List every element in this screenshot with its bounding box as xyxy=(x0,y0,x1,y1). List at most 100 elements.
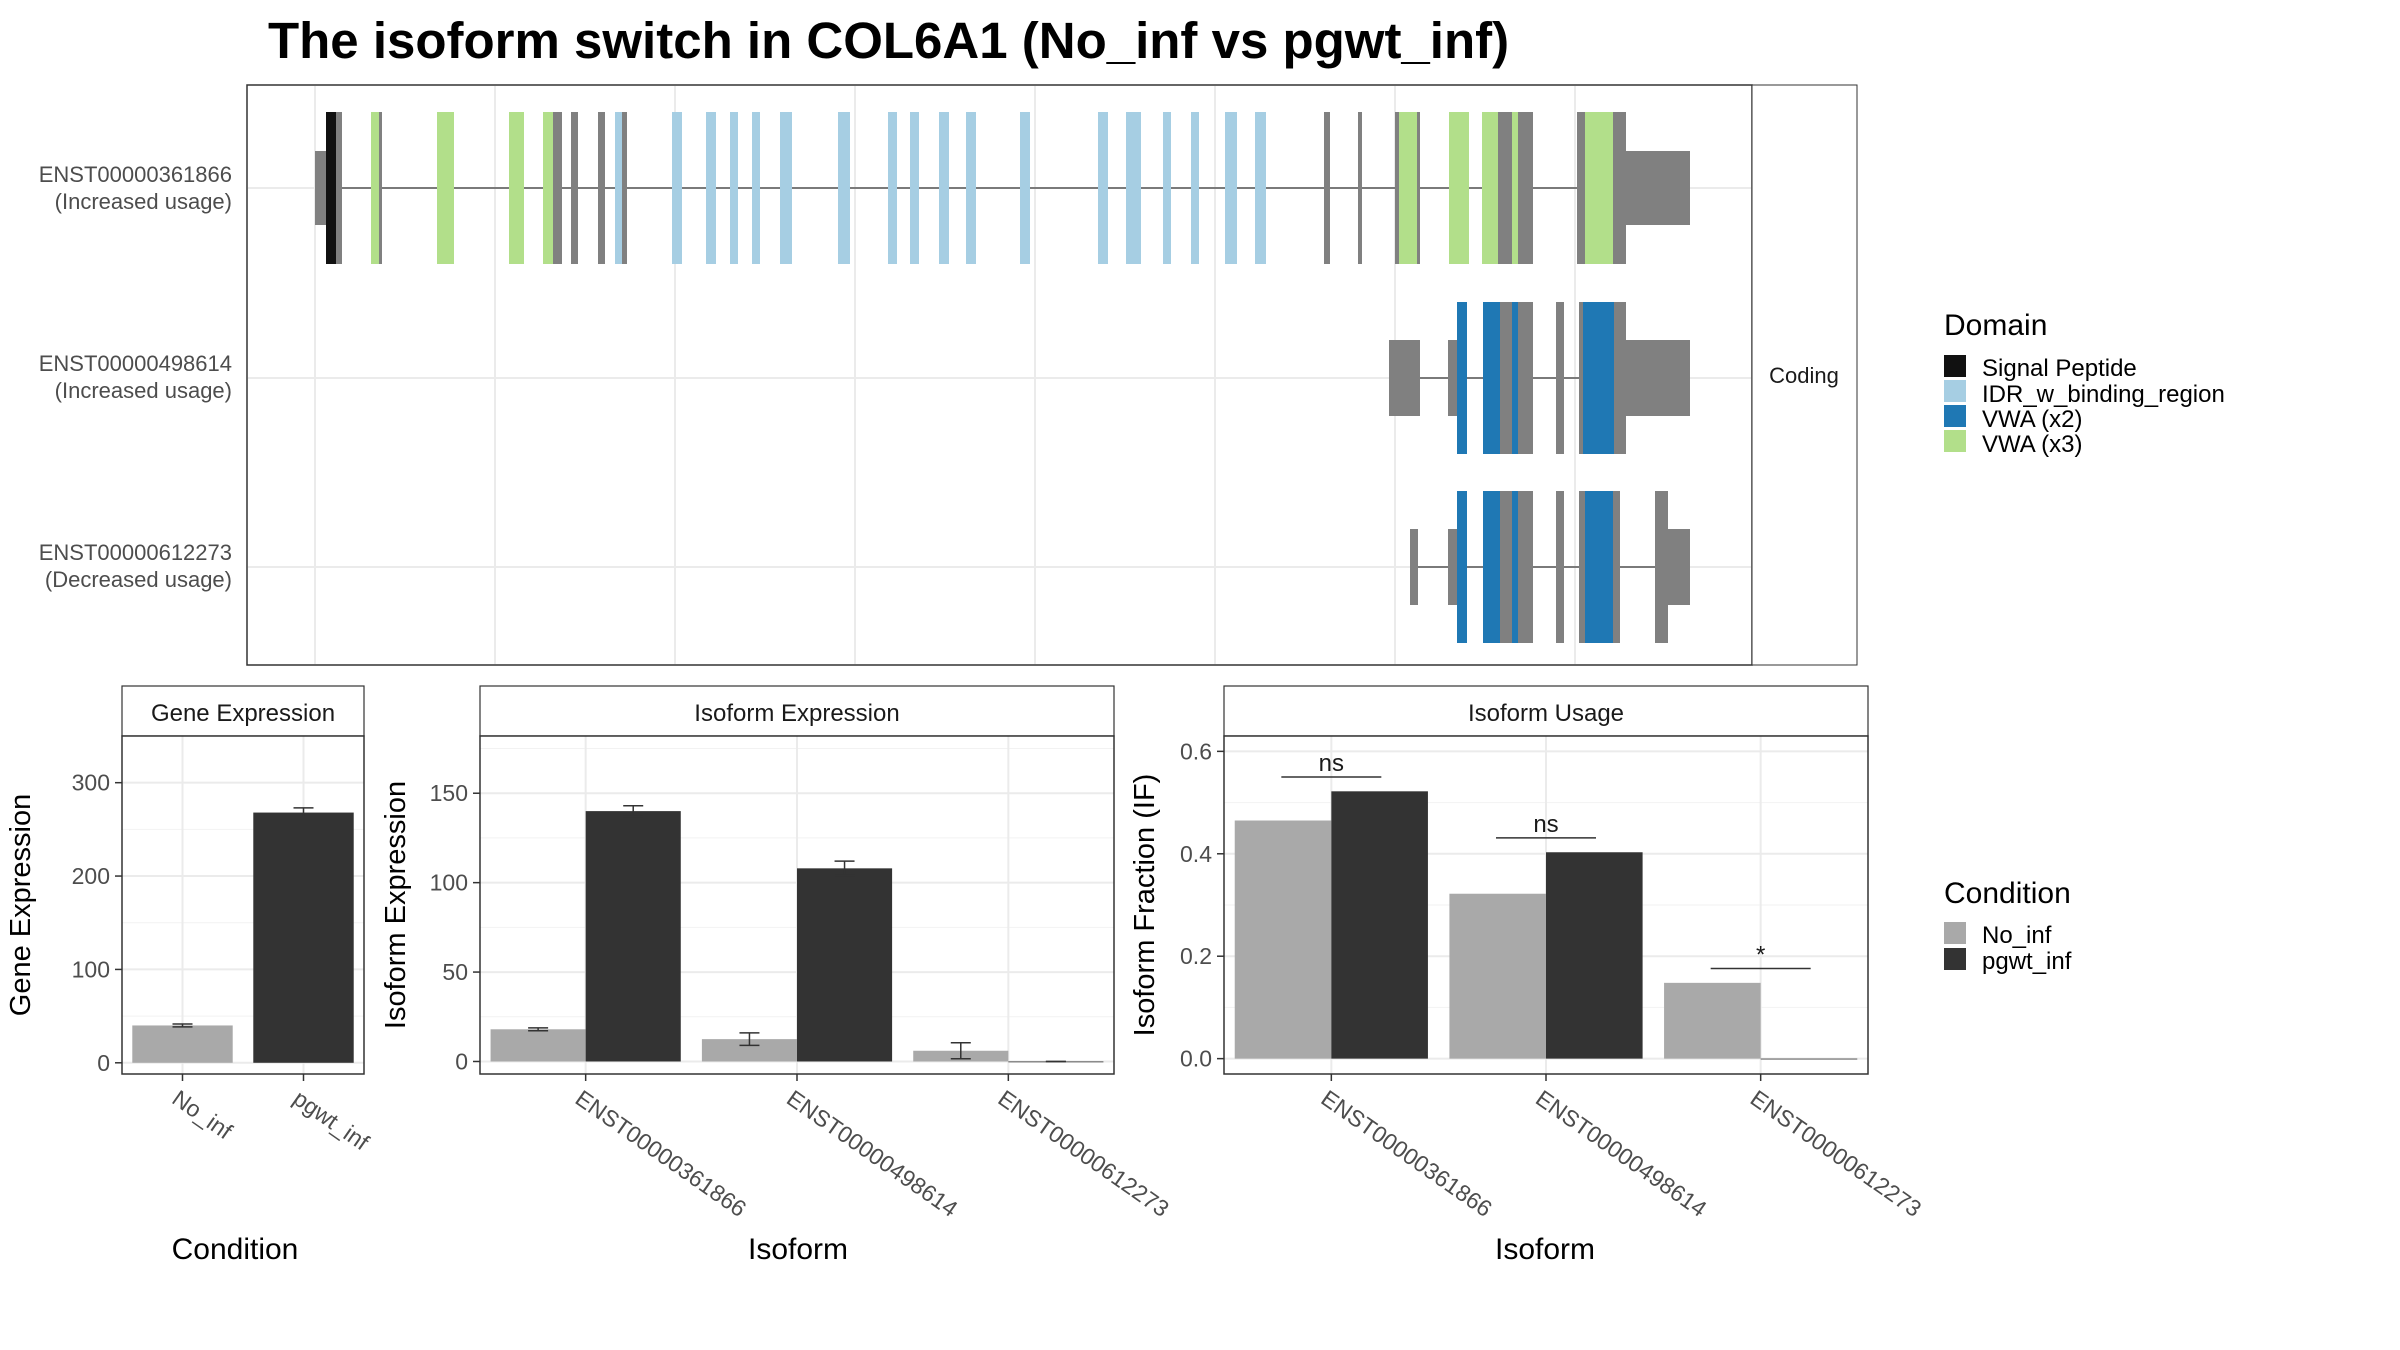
exon-segment xyxy=(1410,529,1418,605)
exon-segment xyxy=(1448,340,1457,416)
y-tick-label: 0 xyxy=(97,1050,110,1076)
exon-segment xyxy=(1417,112,1420,264)
y-tick-label: 150 xyxy=(430,780,468,806)
domain-legend: Domain Signal Peptide IDR_w_binding_regi… xyxy=(1944,309,2225,458)
exon-segment xyxy=(1483,491,1500,643)
exon-segment xyxy=(1583,302,1614,454)
y-tick-label: 0.6 xyxy=(1180,738,1212,764)
exon-segment xyxy=(1389,340,1420,416)
exon-segment xyxy=(598,112,605,264)
transcript-2 xyxy=(1389,302,1690,454)
exon-segment xyxy=(910,112,919,264)
bar-No_inf xyxy=(132,1025,233,1063)
panel-strip xyxy=(1223,685,1869,737)
x-axis-title: Condition xyxy=(172,1233,299,1266)
panel-strip xyxy=(121,685,365,737)
x-tick-label: pgwt_inf xyxy=(289,1085,375,1156)
exon-segment xyxy=(1512,112,1518,264)
isoform-label-2-status: (Increased usage) xyxy=(55,378,232,403)
exon-segment xyxy=(1512,491,1518,643)
exon-segment xyxy=(1255,112,1266,264)
x-tick-label: ENST00000498614 xyxy=(782,1085,963,1222)
bar-pgwt_inf-ENST00000612273 xyxy=(1760,1058,1858,1060)
legend-label-pgwt-inf: pgwt_inf xyxy=(1982,948,2072,975)
exon-segment xyxy=(1613,491,1620,643)
exon-segment xyxy=(615,112,622,264)
isoform-label-1-id: ENST00000361866 xyxy=(39,162,232,187)
exon-segment xyxy=(622,112,627,264)
exon-segment xyxy=(371,112,379,264)
x-tick-label: ENST00000612273 xyxy=(993,1085,1173,1222)
exon-segment xyxy=(1615,340,1690,416)
exon-segment xyxy=(1324,112,1330,264)
bar-No_inf-ENST00000498614 xyxy=(701,1039,797,1062)
legend-label-signal-peptide: Signal Peptide xyxy=(1982,355,2137,382)
bar-chart-panels: Gene Expression 0 100 200 300 No_inf pgwt_inf G… xyxy=(5,685,1926,1266)
bar-pgwt_inf-ENST00000498614 xyxy=(1546,852,1643,1059)
exon-segment xyxy=(543,112,553,264)
legend-key-signal-peptide xyxy=(1944,355,1966,377)
exon-segment xyxy=(553,112,562,264)
bars xyxy=(132,807,354,1063)
panel-isoform-expression: Isoform Expression 0 50 100 150 ENST000003618… xyxy=(380,685,1174,1266)
y-tick-label: 0 xyxy=(455,1048,468,1074)
exon-segment xyxy=(1655,491,1668,643)
error-bar xyxy=(172,1023,193,1028)
legend-label-vwa-x2: VWA (x2) xyxy=(1982,406,2082,433)
legend-label-no-inf: No_inf xyxy=(1982,922,2052,949)
error-bar xyxy=(834,860,855,877)
exon-segment xyxy=(1615,151,1690,225)
exon-segment xyxy=(706,112,716,264)
error-bar xyxy=(528,1027,549,1032)
isoform-label-2-id: ENST00000498614 xyxy=(39,351,232,376)
bar-No_inf-ENST00000612273 xyxy=(1664,982,1761,1059)
significance-label: ns xyxy=(1319,750,1344,777)
error-bar xyxy=(293,807,314,818)
exon-segment xyxy=(571,112,578,264)
x-axis-title: Isoform xyxy=(748,1233,848,1266)
exon-segment xyxy=(780,112,792,264)
condition-legend-title: Condition xyxy=(1944,877,2071,910)
plot-border xyxy=(121,735,365,1075)
legend-key-pgwt-inf xyxy=(1944,948,1966,970)
exon-segment xyxy=(1449,112,1469,264)
exon-segment xyxy=(379,112,382,264)
exon-segment xyxy=(1577,112,1585,264)
legend-label-vwa-x3: VWA (x3) xyxy=(1982,431,2082,458)
y-tick-label: 0.4 xyxy=(1180,841,1212,867)
exon-segment xyxy=(1225,112,1237,264)
exon-segment xyxy=(315,151,326,225)
exon-segment xyxy=(326,112,336,264)
exon-segment xyxy=(1585,491,1613,643)
exon-segment xyxy=(437,112,454,264)
legend-key-vwa-x3 xyxy=(1944,430,1966,452)
exon-segment xyxy=(966,112,976,264)
error-bar xyxy=(739,1032,760,1047)
exon-segment xyxy=(1579,302,1583,454)
bar-No_inf-ENST00000361866 xyxy=(1234,820,1332,1059)
exon-segment xyxy=(1098,112,1108,264)
x-tick-label: No_inf xyxy=(168,1085,238,1145)
y-tick-label: 50 xyxy=(442,959,468,985)
bar-No_inf-ENST00000361866 xyxy=(490,1029,586,1062)
exon-segment xyxy=(672,112,682,264)
exon-segment xyxy=(1163,112,1171,264)
exon-segment xyxy=(1518,112,1533,264)
y-axis-title: Gene Expression xyxy=(5,794,37,1016)
exon-segment xyxy=(1482,112,1498,264)
bars xyxy=(490,804,1104,1063)
y-axis-title: Isoform Fraction (IF) xyxy=(1129,774,1161,1037)
y-tick-label: 100 xyxy=(72,956,110,982)
y-tick-label: 100 xyxy=(430,870,468,896)
exon-segment xyxy=(752,112,760,264)
condition-legend: Condition No_inf pgwt_inf xyxy=(1944,877,2072,975)
x-tick-label: ENST00000612273 xyxy=(1746,1085,1926,1222)
exon-segment xyxy=(1448,529,1457,605)
exon-segment xyxy=(1613,112,1626,264)
isoform-label-3-id: ENST00000612273 xyxy=(39,540,232,565)
bar-pgwt_inf xyxy=(253,812,354,1063)
exon-segment xyxy=(1556,302,1564,454)
exon-segment xyxy=(1512,302,1518,454)
error-bar xyxy=(950,1041,971,1060)
